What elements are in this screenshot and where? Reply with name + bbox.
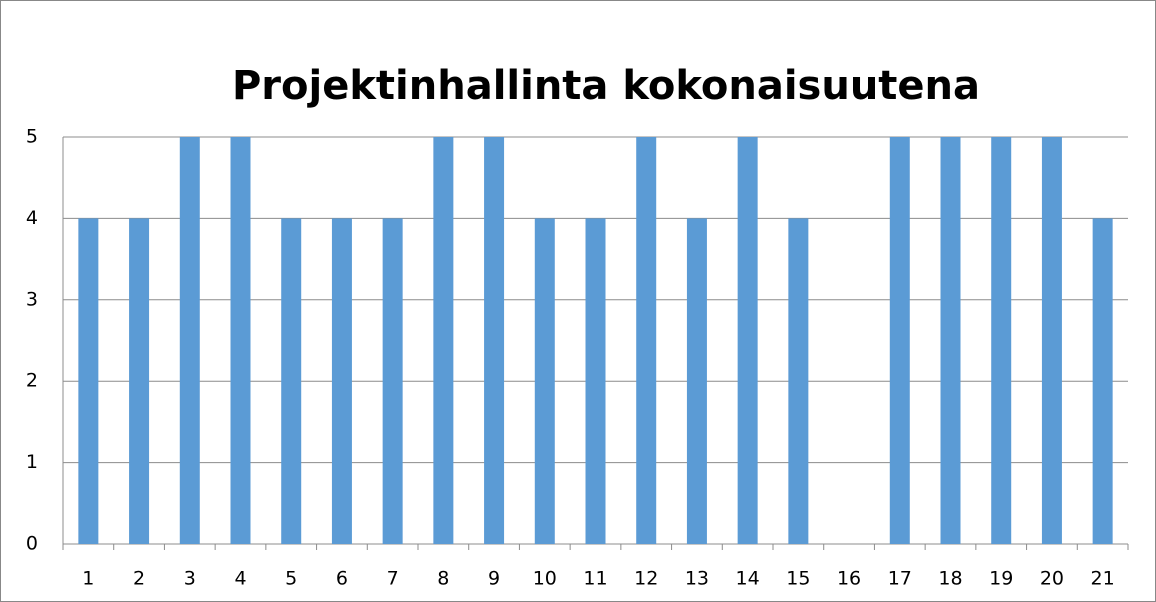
x-tick-label: 14 — [736, 568, 760, 590]
bar — [585, 218, 606, 544]
bar — [281, 218, 302, 544]
x-tick-label: 15 — [786, 568, 810, 590]
x-tick-label: 17 — [888, 568, 912, 590]
bar — [1092, 218, 1113, 544]
bar — [1041, 137, 1062, 544]
x-tick-label: 13 — [685, 568, 709, 590]
x-tick-label: 5 — [285, 568, 297, 590]
bar — [991, 137, 1012, 544]
bar — [889, 137, 910, 544]
x-tick-label: 19 — [989, 568, 1013, 590]
bar — [484, 137, 505, 544]
x-tick-label: 16 — [837, 568, 861, 590]
x-tick-label: 18 — [938, 568, 962, 590]
bar — [382, 218, 403, 544]
bar — [433, 137, 454, 544]
x-tick-label: 8 — [437, 568, 449, 590]
bar — [78, 218, 99, 544]
y-tick-label: 3 — [26, 288, 38, 310]
x-tick-label: 2 — [133, 568, 145, 590]
x-tick-label: 21 — [1091, 568, 1115, 590]
x-tick-label: 7 — [387, 568, 399, 590]
bar — [686, 218, 707, 544]
bar — [636, 137, 657, 544]
bar — [179, 137, 200, 544]
x-tick-label: 20 — [1040, 568, 1064, 590]
x-tick-label: 4 — [234, 568, 246, 590]
x-tick-label: 9 — [488, 568, 500, 590]
y-tick-label: 1 — [26, 451, 38, 473]
x-tick-label: 12 — [634, 568, 658, 590]
x-tick-label: 1 — [82, 568, 94, 590]
y-tick-label: 5 — [26, 126, 38, 148]
bar — [788, 218, 809, 544]
bar — [230, 137, 251, 544]
y-tick-label: 0 — [26, 533, 38, 555]
x-tick-label: 11 — [583, 568, 607, 590]
x-tick-label: 3 — [184, 568, 196, 590]
bar — [129, 218, 150, 544]
bar — [331, 218, 352, 544]
chart-title: Projektinhallinta kokonaisuutena — [232, 63, 980, 109]
x-tick-label: 10 — [533, 568, 557, 590]
x-tick-label: 6 — [336, 568, 348, 590]
bar — [737, 137, 758, 544]
y-tick-label: 2 — [26, 370, 38, 392]
bar — [534, 218, 555, 544]
y-tick-label: 4 — [26, 207, 38, 229]
bar — [940, 137, 961, 544]
